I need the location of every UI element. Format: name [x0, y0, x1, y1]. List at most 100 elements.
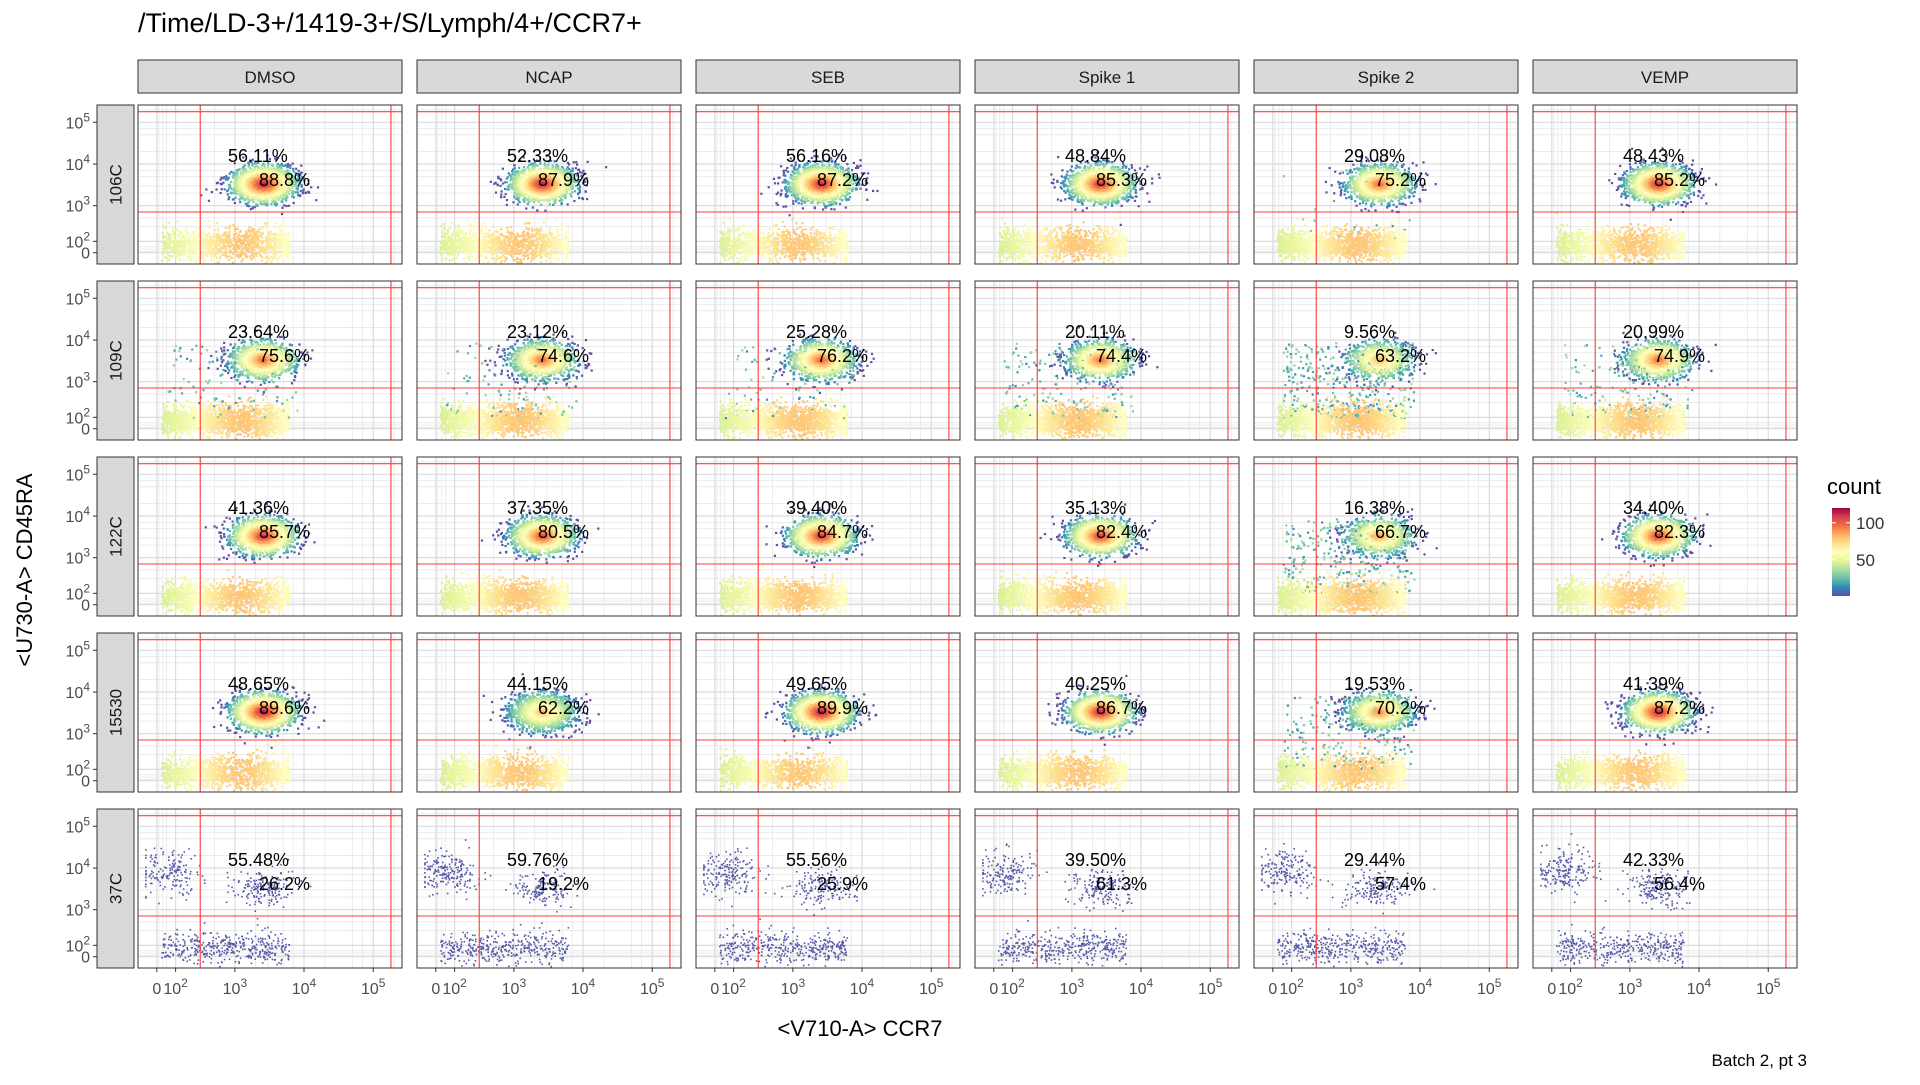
density-cell: [235, 175, 237, 177]
density-cell: [191, 253, 193, 255]
column-label-0: DMSO: [245, 68, 296, 87]
density-cell: [237, 176, 239, 178]
density-cell: [228, 255, 230, 257]
density-cell: [161, 260, 163, 262]
density-cell: [272, 258, 274, 260]
density-cell: [220, 179, 222, 181]
density-cell: [219, 258, 221, 260]
density-cell: [264, 223, 266, 225]
density-cell: [163, 256, 165, 258]
density-cell: [266, 222, 268, 224]
density-cell: [198, 256, 200, 258]
density-cell: [259, 233, 261, 235]
density-cell: [216, 222, 218, 224]
density-cell: [181, 254, 183, 256]
density-cell: [310, 186, 312, 188]
column-label-1: NCAP: [525, 68, 572, 87]
column-label-5: VEMP: [1641, 68, 1689, 87]
density-cell: [214, 254, 216, 256]
density-cell: [283, 204, 285, 206]
density-cell: [317, 186, 319, 188]
density-cell: [288, 205, 290, 207]
density-cell: [208, 232, 210, 234]
density-cell: [192, 238, 194, 240]
density-cell: [229, 225, 231, 227]
density-cell: [248, 231, 250, 233]
density-cell: [280, 201, 282, 203]
density-cell: [168, 222, 170, 224]
density-cell: [213, 249, 215, 251]
density-cell: [300, 190, 302, 192]
row-label-0: 106C: [107, 164, 126, 205]
density-cell: [225, 250, 227, 252]
density-cell: [237, 236, 239, 238]
density-cell: [251, 249, 253, 251]
density-cell: [283, 253, 285, 255]
density-cell: [257, 241, 259, 243]
density-cell: [291, 192, 293, 194]
density-cell: [172, 230, 174, 232]
density-cell: [281, 213, 283, 215]
density-cell: [282, 256, 284, 258]
density-cell: [178, 230, 180, 232]
density-cell: [297, 191, 299, 193]
density-cell: [187, 259, 189, 261]
density-cell: [204, 248, 206, 250]
density-cell: [233, 253, 235, 255]
density-cell: [196, 227, 198, 229]
density-cell: [193, 235, 195, 237]
density-cell: [228, 231, 230, 233]
density-cell: [235, 197, 237, 199]
panel-106C-DMSO: 56.11%88.8%: [138, 105, 402, 264]
density-cell: [177, 220, 179, 222]
density-cell: [229, 184, 231, 186]
density-cell: [261, 243, 263, 245]
chart-title: /Time/LD-3+/1419-3+/S/Lymph/4+/CCR7+: [138, 8, 642, 38]
density-cell: [161, 232, 163, 234]
density-cell: [264, 251, 266, 253]
density-cell: [218, 261, 220, 263]
density-cell: [287, 238, 289, 240]
density-cell: [244, 254, 246, 256]
density-cell: [261, 232, 263, 234]
density-cell: [297, 194, 299, 196]
density-cell: [253, 228, 255, 230]
density-cell: [208, 200, 210, 202]
density-cell: [268, 239, 270, 241]
density-cell: [220, 250, 222, 252]
density-cell: [224, 234, 226, 236]
density-cell: [279, 250, 281, 252]
density-cell: [174, 240, 176, 242]
density-cell: [262, 226, 264, 228]
density-cell: [300, 165, 302, 167]
density-cell: [227, 193, 229, 195]
density-cell: [305, 192, 307, 194]
density-cell: [193, 233, 195, 235]
density-cell: [168, 258, 170, 260]
density-cell: [241, 260, 243, 262]
density-cell: [189, 235, 191, 237]
column-label-4: Spike 2: [1358, 68, 1415, 87]
density-cell: [176, 252, 178, 254]
density-cell: [216, 182, 218, 184]
density-cell: [265, 236, 267, 238]
column-label-3: Spike 1: [1079, 68, 1136, 87]
density-cell: [252, 246, 254, 248]
density-cell: [248, 245, 250, 247]
density-cell: [220, 192, 222, 194]
density-cell: [270, 231, 272, 233]
density-cell: [198, 235, 200, 237]
density-cell: [234, 226, 236, 228]
density-cell: [230, 187, 232, 189]
density-cell: [251, 229, 253, 231]
density-cell: [254, 206, 256, 208]
density-cell: [216, 257, 218, 259]
density-cell: [186, 235, 188, 237]
density-cell: [270, 243, 272, 245]
density-cell: [220, 241, 222, 243]
density-cell: [181, 245, 183, 247]
density-cell: [270, 203, 272, 205]
density-cell: [245, 231, 247, 233]
density-cell: [285, 220, 287, 222]
